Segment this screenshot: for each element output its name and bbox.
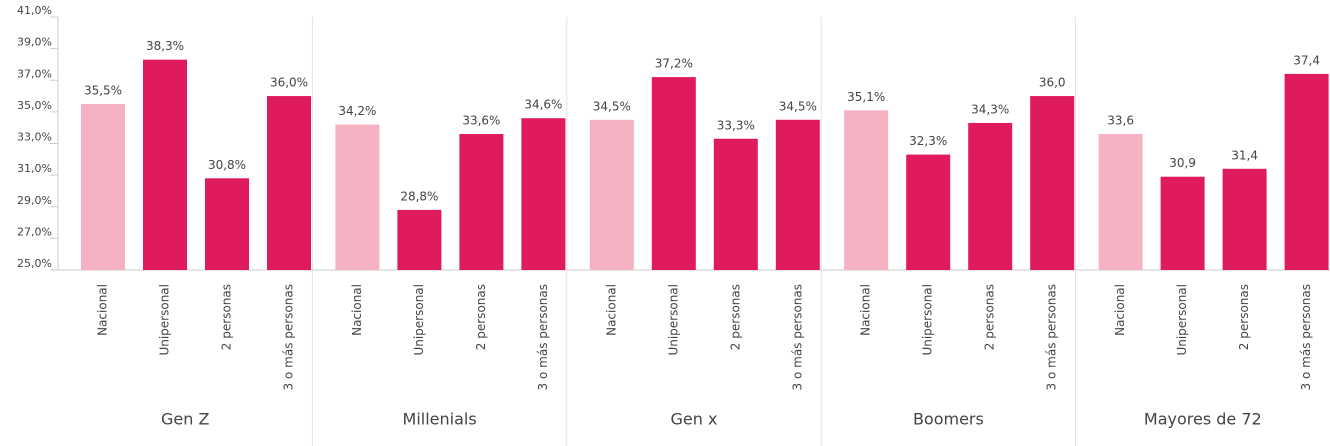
category-label: Unipersonal: [412, 284, 426, 356]
value-label: 33,3%: [717, 118, 755, 132]
y-tick-label: 31,0%: [17, 162, 52, 175]
category-label: Nacional: [96, 284, 110, 336]
bar: [459, 134, 504, 270]
bar: [267, 96, 311, 270]
bar: [844, 110, 889, 270]
value-label: 30,8%: [208, 158, 246, 172]
category-label: 3 o más personas: [1299, 284, 1313, 390]
value-label: 34,5%: [593, 99, 631, 113]
group-label: Mayores de 72: [1144, 410, 1262, 429]
value-label: 31,4: [1231, 148, 1258, 162]
bar: [335, 124, 380, 271]
bar: [1098, 134, 1143, 270]
category-label: 3 o más personas: [1045, 284, 1059, 390]
category-label: Nacional: [604, 284, 618, 336]
value-label: 37,4: [1293, 53, 1320, 67]
value-label: 34,3%: [971, 102, 1009, 116]
bar: [968, 122, 1013, 270]
y-tick-label: 39,0%: [17, 36, 52, 49]
value-label: 36,0%: [270, 76, 308, 90]
category-label: 2 personas: [474, 284, 488, 350]
bar: [589, 119, 634, 270]
value-label: 34,5%: [779, 99, 817, 113]
bar: [521, 118, 566, 270]
bar: [1030, 96, 1075, 270]
bar: [81, 103, 125, 270]
bar: [1160, 176, 1205, 270]
y-tick-label: 29,0%: [17, 194, 52, 207]
value-label: 36,0: [1039, 76, 1066, 90]
value-label: 33,6%: [462, 114, 500, 128]
bar: [397, 209, 442, 270]
category-label: Nacional: [1113, 284, 1127, 336]
bar: [775, 119, 820, 270]
category-label: 2 personas: [220, 284, 234, 350]
value-label: 33,6: [1107, 114, 1134, 128]
bar: [713, 138, 758, 270]
y-tick-label: 37,0%: [17, 67, 52, 80]
category-label: Unipersonal: [1175, 284, 1189, 356]
bar: [1222, 168, 1267, 270]
y-tick-label: 33,0%: [17, 131, 52, 144]
category-label: Unipersonal: [158, 284, 172, 356]
value-label: 30,9: [1169, 156, 1196, 170]
bar: [1284, 73, 1329, 270]
category-label: 2 personas: [1237, 284, 1251, 350]
bar: [205, 178, 249, 270]
value-label: 35,1%: [847, 90, 885, 104]
group-label: Millenials: [403, 410, 477, 429]
category-label: Unipersonal: [666, 284, 680, 356]
value-label: 38,3%: [146, 39, 184, 53]
bar: [906, 154, 951, 270]
category-label: 3 o más personas: [790, 284, 804, 390]
category-label: Nacional: [859, 284, 873, 336]
category-label: Unipersonal: [921, 284, 935, 356]
value-label: 35,5%: [84, 83, 122, 97]
value-label: 32,3%: [909, 134, 947, 148]
value-label: 34,6%: [524, 98, 562, 112]
bar: [143, 59, 187, 270]
category-label: 2 personas: [983, 284, 997, 350]
group-label: Boomers: [913, 410, 984, 429]
group-label: Gen Z: [161, 410, 209, 429]
y-tick-label: 41,0%: [17, 4, 52, 17]
value-label: 37,2%: [655, 57, 693, 71]
category-label: 3 o más personas: [282, 284, 296, 390]
value-label: 28,8%: [400, 189, 438, 203]
y-tick-label: 35,0%: [17, 99, 52, 112]
y-tick-label: 25,0%: [17, 257, 52, 270]
category-label: Nacional: [350, 284, 364, 336]
group-label: Gen x: [671, 410, 718, 429]
y-tick-label: 27,0%: [17, 225, 52, 238]
category-label: 3 o más personas: [536, 284, 550, 390]
bar: [651, 77, 696, 271]
value-label: 34,2%: [338, 104, 376, 118]
category-label: 2 personas: [728, 284, 742, 350]
